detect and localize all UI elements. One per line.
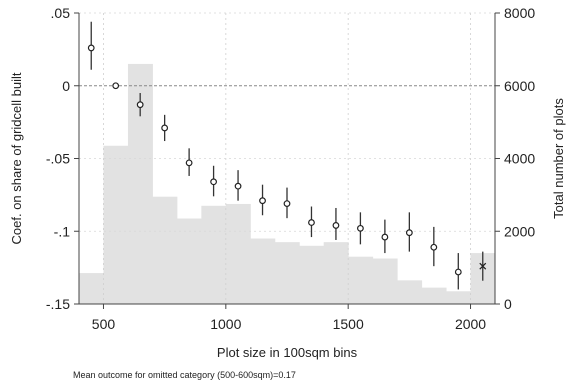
coefficient-point bbox=[283, 200, 291, 208]
x-axis-title: Plot size in 100sqm bins bbox=[217, 345, 358, 360]
right-tick-label: 8000 bbox=[504, 5, 535, 21]
x-axis-ticks: 500 1000 1500 2000 bbox=[92, 304, 486, 332]
histogram-bar bbox=[152, 196, 178, 304]
coefficient-point bbox=[332, 222, 340, 229]
x-tick-label: 1500 bbox=[333, 316, 364, 332]
histogram-bar bbox=[176, 218, 202, 304]
coefficient-point bbox=[259, 197, 266, 205]
x-tick-label: 1000 bbox=[210, 316, 241, 332]
left-axis-ticks: -.15 -.1 -.05 0 .05 bbox=[46, 5, 79, 312]
coefficient-point bbox=[136, 101, 144, 109]
left-tick-label: -.05 bbox=[46, 151, 70, 167]
coefficient-point bbox=[234, 182, 242, 190]
footnote: Mean outcome for omitted category (500-6… bbox=[73, 370, 296, 380]
coefficient-point bbox=[308, 219, 315, 226]
right-tick-label: 2000 bbox=[504, 223, 535, 239]
coefficient-point bbox=[161, 124, 169, 132]
coefficient-point bbox=[87, 44, 95, 52]
histogram-bar bbox=[397, 280, 423, 304]
coefficient-point bbox=[405, 229, 413, 237]
left-tick-label: .05 bbox=[51, 5, 71, 21]
right-tick-label: 4000 bbox=[504, 151, 535, 167]
histogram-bar bbox=[372, 258, 398, 304]
x-tick-label: 500 bbox=[92, 316, 116, 332]
left-tick-label: -.15 bbox=[46, 296, 70, 312]
histogram-bar bbox=[348, 256, 374, 304]
coefficient-point bbox=[454, 268, 462, 276]
right-tick-label: 6000 bbox=[504, 78, 535, 94]
histogram-bar bbox=[103, 145, 129, 304]
x-tick-label: 2000 bbox=[455, 316, 486, 332]
coefficient-point bbox=[381, 233, 389, 241]
left-tick-label: -.1 bbox=[54, 223, 71, 239]
histogram-bar bbox=[79, 273, 104, 304]
right-axis-title: Total number of plots bbox=[551, 98, 566, 219]
histogram-bar bbox=[299, 245, 325, 304]
right-axis-ticks: 0 2000 4000 6000 8000 bbox=[495, 5, 535, 312]
coefficient-point bbox=[430, 243, 438, 251]
histogram-bar bbox=[421, 287, 447, 304]
histogram-bar bbox=[225, 203, 251, 304]
histogram-bar bbox=[250, 238, 276, 304]
histogram-bar bbox=[446, 291, 472, 304]
histogram-bar bbox=[323, 242, 349, 304]
left-axis-title: Coef. on share of gridcell built bbox=[9, 72, 24, 244]
coefficient-points bbox=[87, 21, 487, 290]
coefficient-point bbox=[185, 159, 193, 167]
histogram-bar bbox=[201, 205, 227, 304]
coefficient-point bbox=[210, 178, 217, 186]
left-tick-label: 0 bbox=[62, 78, 70, 94]
coefficient-point bbox=[357, 224, 364, 232]
right-tick-label: 0 bbox=[504, 296, 512, 312]
coefficient-point bbox=[112, 82, 120, 90]
histogram-bar bbox=[274, 242, 300, 304]
coefficient-marker-x bbox=[479, 262, 487, 270]
